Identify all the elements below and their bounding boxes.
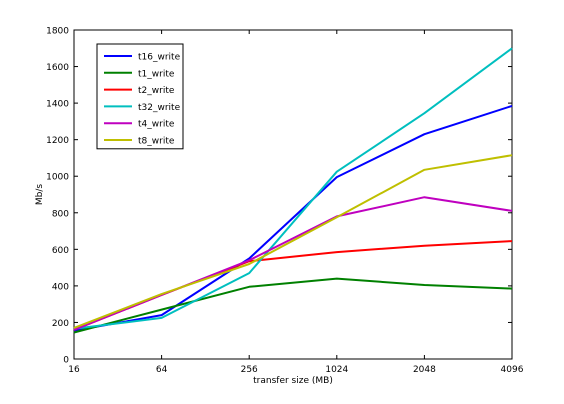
x-tick-label: 1024 bbox=[325, 365, 348, 375]
y-axis-title: Mb/s bbox=[35, 184, 45, 206]
legend-label: t16_write bbox=[138, 53, 181, 63]
series-line-t32_write bbox=[73, 47, 513, 330]
y-tick-label: 0 bbox=[63, 356, 69, 366]
axis-ticks: 16 64 256 1024 2048 4096 0 200 400 600 800 1000 1200… bbox=[46, 27, 524, 376]
legend: t16_write t1_write t2_write t32_write t4_wri… bbox=[96, 43, 184, 150]
series-line-t1_write bbox=[73, 277, 513, 334]
series-line-t8_write bbox=[73, 154, 513, 329]
x-tick-label: 256 bbox=[241, 365, 258, 375]
legend-label: t4_write bbox=[138, 120, 175, 130]
legend-label: t1_write bbox=[138, 69, 175, 79]
x-tick-label: 4096 bbox=[501, 365, 524, 375]
y-tick-label: 1800 bbox=[46, 27, 69, 37]
y-tick-label: 1600 bbox=[46, 63, 69, 73]
x-axis-title: transfer size (MB) bbox=[253, 376, 333, 386]
x-tick-label: 16 bbox=[68, 365, 80, 375]
legend-box bbox=[96, 43, 184, 150]
legend-label: t8_write bbox=[138, 137, 175, 147]
x-tick-label: 2048 bbox=[413, 365, 436, 375]
series-line-t16_write bbox=[73, 104, 513, 332]
y-tick-label: 400 bbox=[52, 282, 69, 292]
legend-label: t2_write bbox=[138, 86, 175, 96]
y-tick-label: 1200 bbox=[46, 136, 69, 146]
x-tick-label: 64 bbox=[156, 365, 168, 375]
y-tick-label: 1000 bbox=[46, 173, 69, 183]
y-tick-label: 600 bbox=[52, 246, 69, 256]
data-series bbox=[73, 47, 513, 334]
y-tick-label: 200 bbox=[52, 319, 69, 329]
legend-label: t32_write bbox=[138, 103, 181, 113]
y-tick-label: 800 bbox=[52, 209, 69, 219]
y-tick-label: 1400 bbox=[46, 100, 69, 110]
